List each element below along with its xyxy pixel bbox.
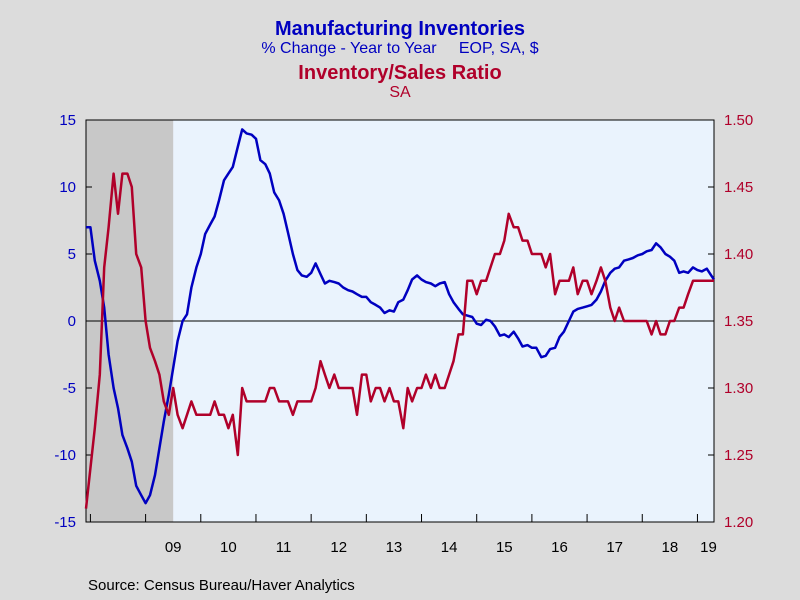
chart-titles: Manufacturing Inventories % Change - Yea…	[0, 18, 800, 102]
y-left-tick-label: -15	[54, 514, 76, 531]
x-tick-label: 16	[551, 539, 568, 556]
y-right-tick-label: 1.50	[724, 112, 753, 129]
x-tick-label: 19	[700, 539, 717, 556]
y-right-tick-label: 1.20	[724, 514, 753, 531]
series-line-inventories	[86, 128, 716, 505]
y-left-tick-label: -5	[63, 380, 76, 397]
x-tick-label: 14	[441, 539, 458, 556]
series-line-inventory-sales-ratio	[84, 172, 714, 509]
y-right-tick-label: 1.25	[724, 447, 753, 464]
y-right-tick-label: 1.45	[724, 179, 753, 196]
x-tick-label: 13	[386, 539, 403, 556]
title-inventories: Manufacturing Inventories	[274, 18, 526, 40]
x-tick-label: 15	[496, 539, 513, 556]
x-tick-label: 17	[606, 539, 623, 556]
x-tick-label: 09	[165, 539, 182, 556]
title-ratio: Inventory/Sales Ratio	[298, 62, 502, 84]
y-left-tick-label: 10	[59, 179, 76, 196]
y-right-tick-label: 1.30	[724, 380, 753, 397]
subtitle-ratio: SA	[389, 84, 411, 101]
x-tick-label: 12	[330, 539, 347, 556]
y-left-tick-label: 0	[68, 313, 76, 330]
subtitle-inventories: % Change - Year to Year EOP, SA, $	[261, 40, 539, 57]
y-right-tick-label: 1.35	[724, 313, 753, 330]
y-left-tick-label: 15	[59, 112, 76, 129]
y-left-tick-label: 5	[68, 246, 76, 263]
y-right-tick-label: 1.40	[724, 246, 753, 263]
source-note: Source: Census Bureau/Haver Analytics	[88, 577, 355, 594]
x-tick-label: 11	[276, 539, 292, 556]
x-tick-label: 18	[662, 539, 679, 556]
y-left-tick-label: -10	[54, 447, 76, 464]
x-tick-label: 10	[220, 539, 237, 556]
